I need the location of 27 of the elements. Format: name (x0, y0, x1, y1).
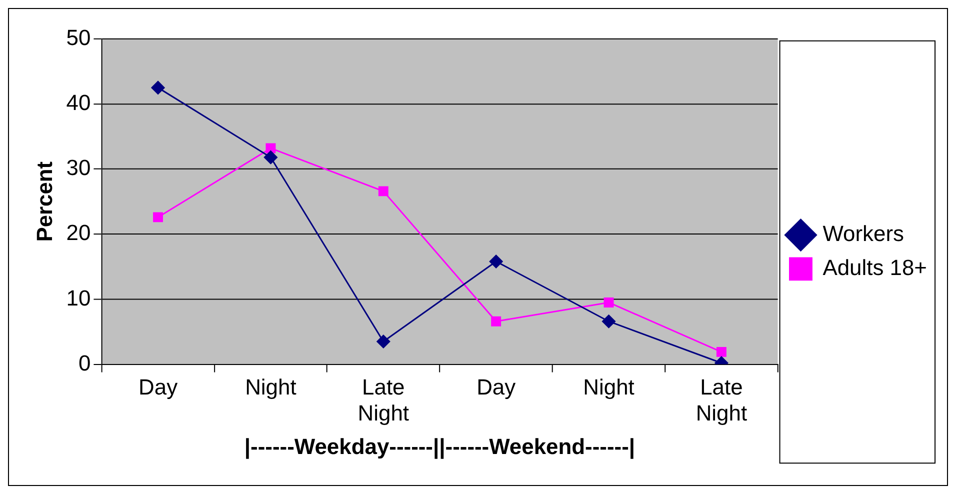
point (602, 314, 616, 328)
point (376, 334, 390, 348)
x-tick-label: Day (476, 374, 516, 400)
point (264, 150, 278, 164)
x-axis-title: |------Weekday------||------Weekend------| (244, 434, 636, 459)
y-tick-label: 10 (66, 285, 91, 310)
point (489, 254, 503, 268)
x-tick-label: Late Night (358, 374, 410, 426)
point (266, 143, 276, 154)
point (153, 212, 163, 222)
legend-label: Workers (822, 221, 904, 246)
y-tick-label: 30 (66, 155, 91, 180)
x-tick-label: Late Night (696, 374, 748, 426)
point (604, 298, 614, 308)
point (151, 80, 165, 94)
x-tick-label: Day (138, 374, 178, 400)
y-axis-title: Percent (32, 160, 58, 242)
x-tick-label: Night (583, 374, 634, 400)
y-tick-label: 40 (66, 90, 91, 115)
point (716, 346, 726, 357)
y-tick-label: 50 (66, 24, 91, 50)
legend-label: Adults 18+ (822, 254, 928, 280)
y-tick-label: 20 (66, 220, 91, 246)
y-tick-label: 0 (78, 350, 91, 376)
point (491, 316, 502, 326)
point (378, 186, 388, 196)
x-tick-label: Night (245, 374, 296, 400)
